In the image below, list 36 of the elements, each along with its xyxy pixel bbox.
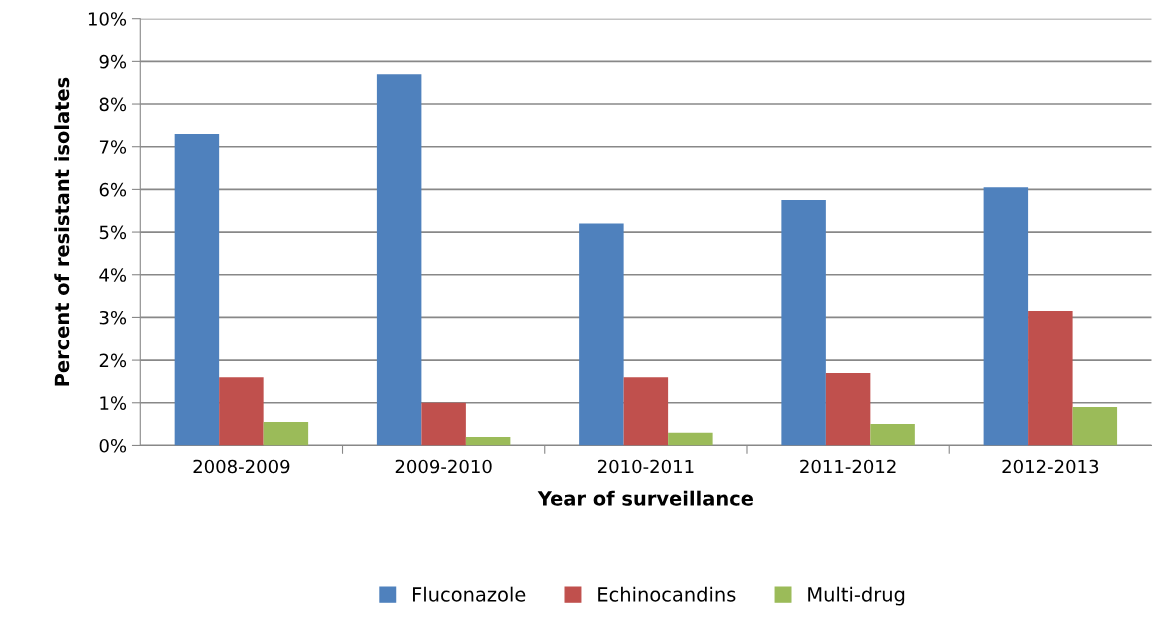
y-tick-label: 9%: [99, 54, 127, 69]
bar: [263, 421, 309, 446]
bar: [1028, 311, 1073, 446]
x-tick-label: 2011-2012: [800, 459, 896, 474]
y-tick-label: 6%: [99, 182, 127, 197]
bar: [870, 424, 915, 446]
x-axis-title: Year of surveillance: [537, 490, 753, 506]
y-tick-label: 0%: [99, 438, 127, 453]
bar: [579, 223, 624, 446]
y-axis-title: Percent of resistant isolates: [54, 77, 70, 386]
bar: [623, 377, 669, 446]
legend-label: Echinocandins: [598, 586, 736, 602]
bar: [465, 436, 511, 446]
bar: [825, 372, 871, 446]
bar: [376, 74, 422, 446]
y-tick-label: 1%: [100, 396, 127, 410]
bar: [219, 377, 264, 446]
legend-label: Multi-drug: [808, 586, 905, 606]
bar: [668, 432, 713, 446]
y-tick-label: 2%: [99, 353, 127, 368]
x-tick-label: 2010-2011: [597, 459, 694, 474]
x-tick-label: 2012-2013: [1002, 459, 1099, 474]
y-tick-label: 5%: [99, 225, 127, 240]
x-tick-label: 2009-2010: [395, 459, 492, 474]
x-tick-label: 2008-2009: [193, 459, 290, 474]
bar: [421, 402, 466, 446]
y-tick-label: 7%: [99, 140, 127, 154]
bar: [781, 200, 826, 446]
y-tick-label: 10%: [88, 12, 127, 26]
bar: [1072, 407, 1118, 446]
y-tick-label: 8%: [99, 97, 127, 112]
y-tick-label: 4%: [99, 268, 127, 282]
bar: [174, 133, 220, 446]
y-tick-label: 3%: [99, 310, 127, 325]
bar: [983, 187, 1029, 446]
legend-label: Fluconazole: [413, 586, 526, 602]
